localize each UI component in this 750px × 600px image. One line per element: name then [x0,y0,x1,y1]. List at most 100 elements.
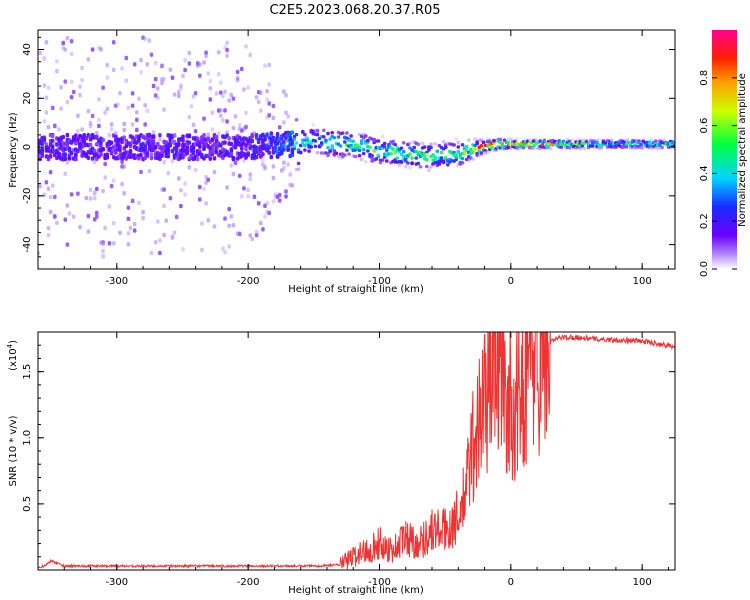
heatmap-cell-84 [55,69,59,74]
heatmap-cell-372 [122,164,126,169]
heatmap-cell-698 [198,144,202,149]
heatmap-cell-1250 [374,157,379,161]
heatmap-cell-1338 [420,141,425,146]
heatmap-cell-106 [59,106,63,111]
heatmap-cell-1435 [471,150,475,154]
heatmap-cell-1379 [441,160,446,165]
heatmap-cell-414 [132,221,137,227]
heatmap-cell-1224 [359,139,364,143]
heatmap-cell-1206 [351,139,355,143]
heatmap-cell-1398 [452,143,456,147]
heatmap-cell-419 [132,62,137,67]
heatmap-cell-909 [248,176,252,182]
heatmap-cell-139 [67,156,72,161]
heatmap-cell-869 [237,173,242,178]
heatmap-cell-1170 [330,144,334,148]
snr-y-tick-label-0: 0.5 [22,496,33,512]
heatmap-cell-1412 [460,161,465,165]
heatmap-cell-803 [223,140,227,145]
heatmap-cell-475 [145,108,150,113]
heatmap-cell-303 [105,75,110,80]
heatmap-cell-744 [208,78,213,84]
heatmap-cell-904 [246,152,250,157]
heatmap-cell-401 [128,148,133,154]
heatmap-cell-1362 [433,155,437,159]
heatmap-cell-977 [263,214,267,219]
heatmap-cell-1198 [347,152,351,156]
heatmap-cell-1285 [393,143,397,147]
heatmap-cell-1349 [427,168,431,173]
heatmap-cell-1024 [273,145,278,150]
heatmap-cell-787 [219,113,223,118]
heatmap-cell-142 [67,211,72,216]
heatmap-cell-119 [63,152,68,157]
heatmap-cell-1035 [277,198,282,203]
heatmap-cell-620 [179,188,183,193]
heatmap-cell-1316 [408,166,412,170]
heatmap-cell-542 [162,232,166,238]
heatmap-cell-528 [158,156,162,161]
heatmap-cell-1215 [355,143,360,147]
heatmap-cell-1317 [410,156,414,160]
heatmap-cell-175 [76,128,80,134]
heatmap-cell-727 [204,201,208,206]
heatmap-cell-761 [212,170,217,175]
heatmap-cell-747 [210,110,215,115]
heatmap-cell-1203 [349,134,353,138]
heatmap-cell-352 [118,148,122,153]
heatmap-cell-260 [95,134,99,140]
heatmap-cell-828 [229,214,234,219]
heatmap-cell-431 [135,117,139,122]
colorbar-ticks: 0.0 0.2 0.4 0.6 0.8 [699,70,737,277]
heatmap-cell-1142 [315,151,320,155]
heatmap-cell-221 [86,229,91,234]
heatmap-cell-168 [74,156,78,162]
heatmap-cell-130 [65,160,70,165]
heatmap-cell-881 [240,146,244,151]
snr-panel: -300 -200 -100 0 100 0.5 1.0 1.5 Height of str… [6,331,676,596]
top-y-axis-label: Frequency (Hz) [8,112,19,188]
heatmap-cell-1139 [313,144,318,148]
heatmap-cell-1079 [286,162,290,167]
x-tick-label-1: -200 [237,577,260,588]
heatmap-cell-583 [170,234,175,239]
heatmap-cell-734 [206,218,210,223]
heatmap-cell-988 [265,201,269,206]
heatmap-cell-127 [65,36,70,41]
spectrogram-frame [37,29,676,270]
heatmap-cell-289 [103,225,107,230]
heatmap-cell-53 [46,124,51,130]
heatmap-cell-263 [97,97,101,102]
heatmap-cell-919 [250,236,255,242]
heatmap-cell-1550 [534,138,538,142]
heatmap-cell-527 [158,133,162,138]
heatmap-cell-1100 [292,144,297,148]
heatmap-cell-1011 [271,175,276,181]
heatmap-cell-1344 [425,164,429,169]
heatmap-cell-196 [80,65,84,70]
heatmap-cell-1716 [626,138,631,142]
heatmap-cell-1066 [284,189,288,194]
heatmap-cell-802 [223,250,227,255]
heatmap-cell-222 [86,57,91,62]
heatmap-cell-1081 [288,172,292,177]
heatmap-cell-1173 [332,136,337,140]
figure-title: C2E5.2023.068.20.37.R05 [269,3,440,18]
heatmap-cell-254 [95,210,99,216]
heatmap-cell-862 [235,77,240,83]
heatmap-cell-1160 [326,146,330,150]
bottom-x-axis-ticks: -300 -200 -100 0 100 [37,332,669,588]
heatmap-cell-1306 [404,165,408,169]
heatmap-cell-1465 [488,138,492,142]
x-tick-label-3: 0 [508,276,514,287]
heatmap-cell-1169 [330,131,334,135]
heatmap-cell-1487 [500,142,505,146]
colorbar-tick-label-1: 0.2 [699,213,710,229]
heatmap-cell-951 [256,201,261,206]
heatmap-cell-71 [50,133,55,139]
heatmap-cell-1365 [435,149,440,153]
heatmap-cell-700 [198,197,202,202]
heatmap-cell-179 [76,191,80,196]
heatmap-cell-443 [139,70,143,75]
